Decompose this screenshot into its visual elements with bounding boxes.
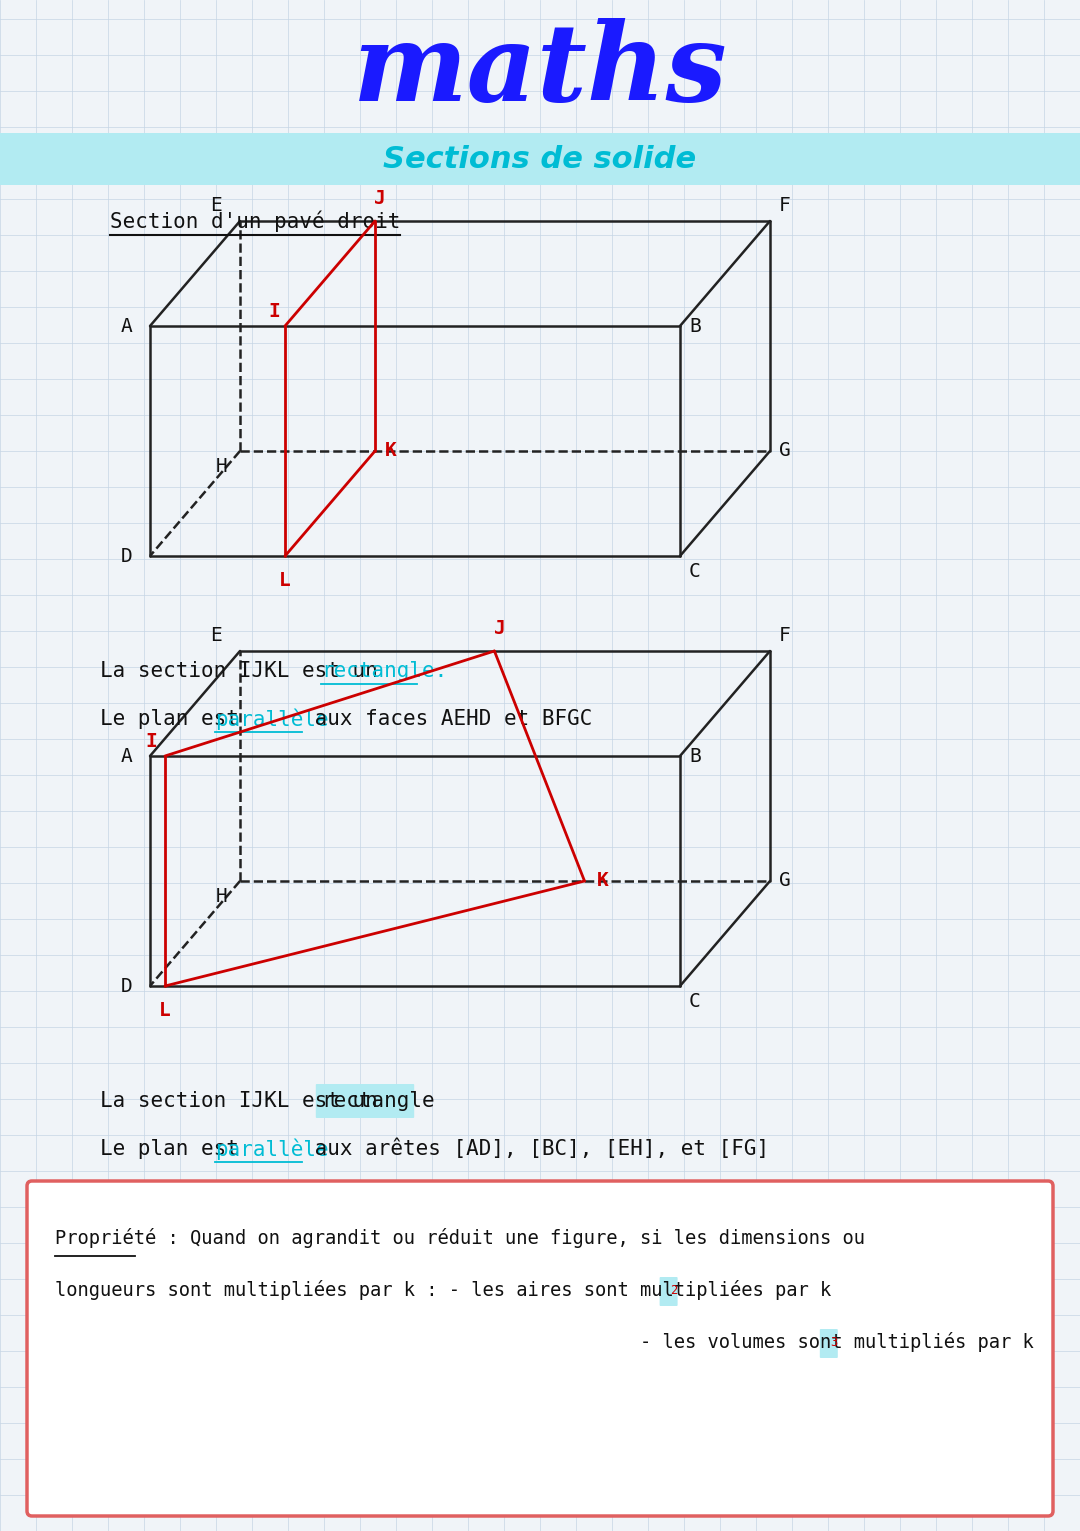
Text: rectangle: rectangle	[321, 1092, 434, 1112]
Text: C: C	[689, 992, 701, 1010]
Text: aux arêtes [AD], [BC], [EH], et [FG]: aux arêtes [AD], [BC], [EH], et [FG]	[301, 1139, 769, 1159]
Text: A: A	[120, 747, 132, 766]
Text: K: K	[596, 871, 608, 891]
Text: F: F	[779, 196, 791, 214]
FancyBboxPatch shape	[820, 1329, 838, 1358]
Text: B: B	[689, 317, 701, 335]
FancyBboxPatch shape	[660, 1277, 677, 1306]
Text: 3: 3	[831, 1337, 838, 1349]
Text: E: E	[211, 626, 222, 645]
Text: Sections de solide: Sections de solide	[383, 144, 697, 173]
Text: G: G	[779, 441, 791, 461]
Text: 2: 2	[670, 1285, 677, 1297]
Text: D: D	[120, 547, 132, 565]
Text: C: C	[689, 562, 701, 580]
Text: B: B	[689, 747, 701, 766]
Text: D: D	[120, 977, 132, 995]
Text: maths: maths	[353, 18, 727, 124]
Text: E: E	[211, 196, 222, 214]
Text: H: H	[216, 886, 228, 906]
Text: L: L	[159, 1001, 171, 1020]
Text: H: H	[216, 456, 228, 476]
Text: L: L	[279, 571, 291, 589]
Text: I: I	[145, 732, 157, 752]
Text: Le plan est: Le plan est	[100, 1139, 252, 1159]
Text: Le plan est: Le plan est	[100, 709, 252, 729]
Text: rectangle.: rectangle.	[321, 661, 447, 681]
Text: - les volumes sont multipliés par k: - les volumes sont multipliés par k	[55, 1332, 1034, 1352]
Text: Section d'un pavé droit: Section d'un pavé droit	[110, 210, 401, 231]
Text: G: G	[779, 871, 791, 891]
Text: parallèle: parallèle	[215, 709, 328, 730]
FancyBboxPatch shape	[0, 133, 1080, 185]
Text: I: I	[268, 302, 280, 322]
Text: A: A	[120, 317, 132, 335]
FancyBboxPatch shape	[27, 1180, 1053, 1516]
Text: F: F	[779, 626, 791, 645]
Text: K: K	[384, 441, 396, 461]
Text: J: J	[494, 619, 505, 638]
Text: J: J	[374, 188, 386, 208]
FancyBboxPatch shape	[315, 1084, 415, 1118]
Text: La section IJKL est un: La section IJKL est un	[100, 1092, 390, 1112]
Text: parallèle: parallèle	[215, 1138, 328, 1160]
Text: aux faces AEHD et BFGC: aux faces AEHD et BFGC	[301, 709, 592, 729]
Text: La section IJKL est un: La section IJKL est un	[100, 661, 390, 681]
Text: longueurs sont multipliées par k : - les aires sont multipliées par k: longueurs sont multipliées par k : - les…	[55, 1280, 832, 1300]
Text: Propriété : Quand on agrandit ou réduit une figure, si les dimensions ou: Propriété : Quand on agrandit ou réduit …	[55, 1228, 865, 1248]
